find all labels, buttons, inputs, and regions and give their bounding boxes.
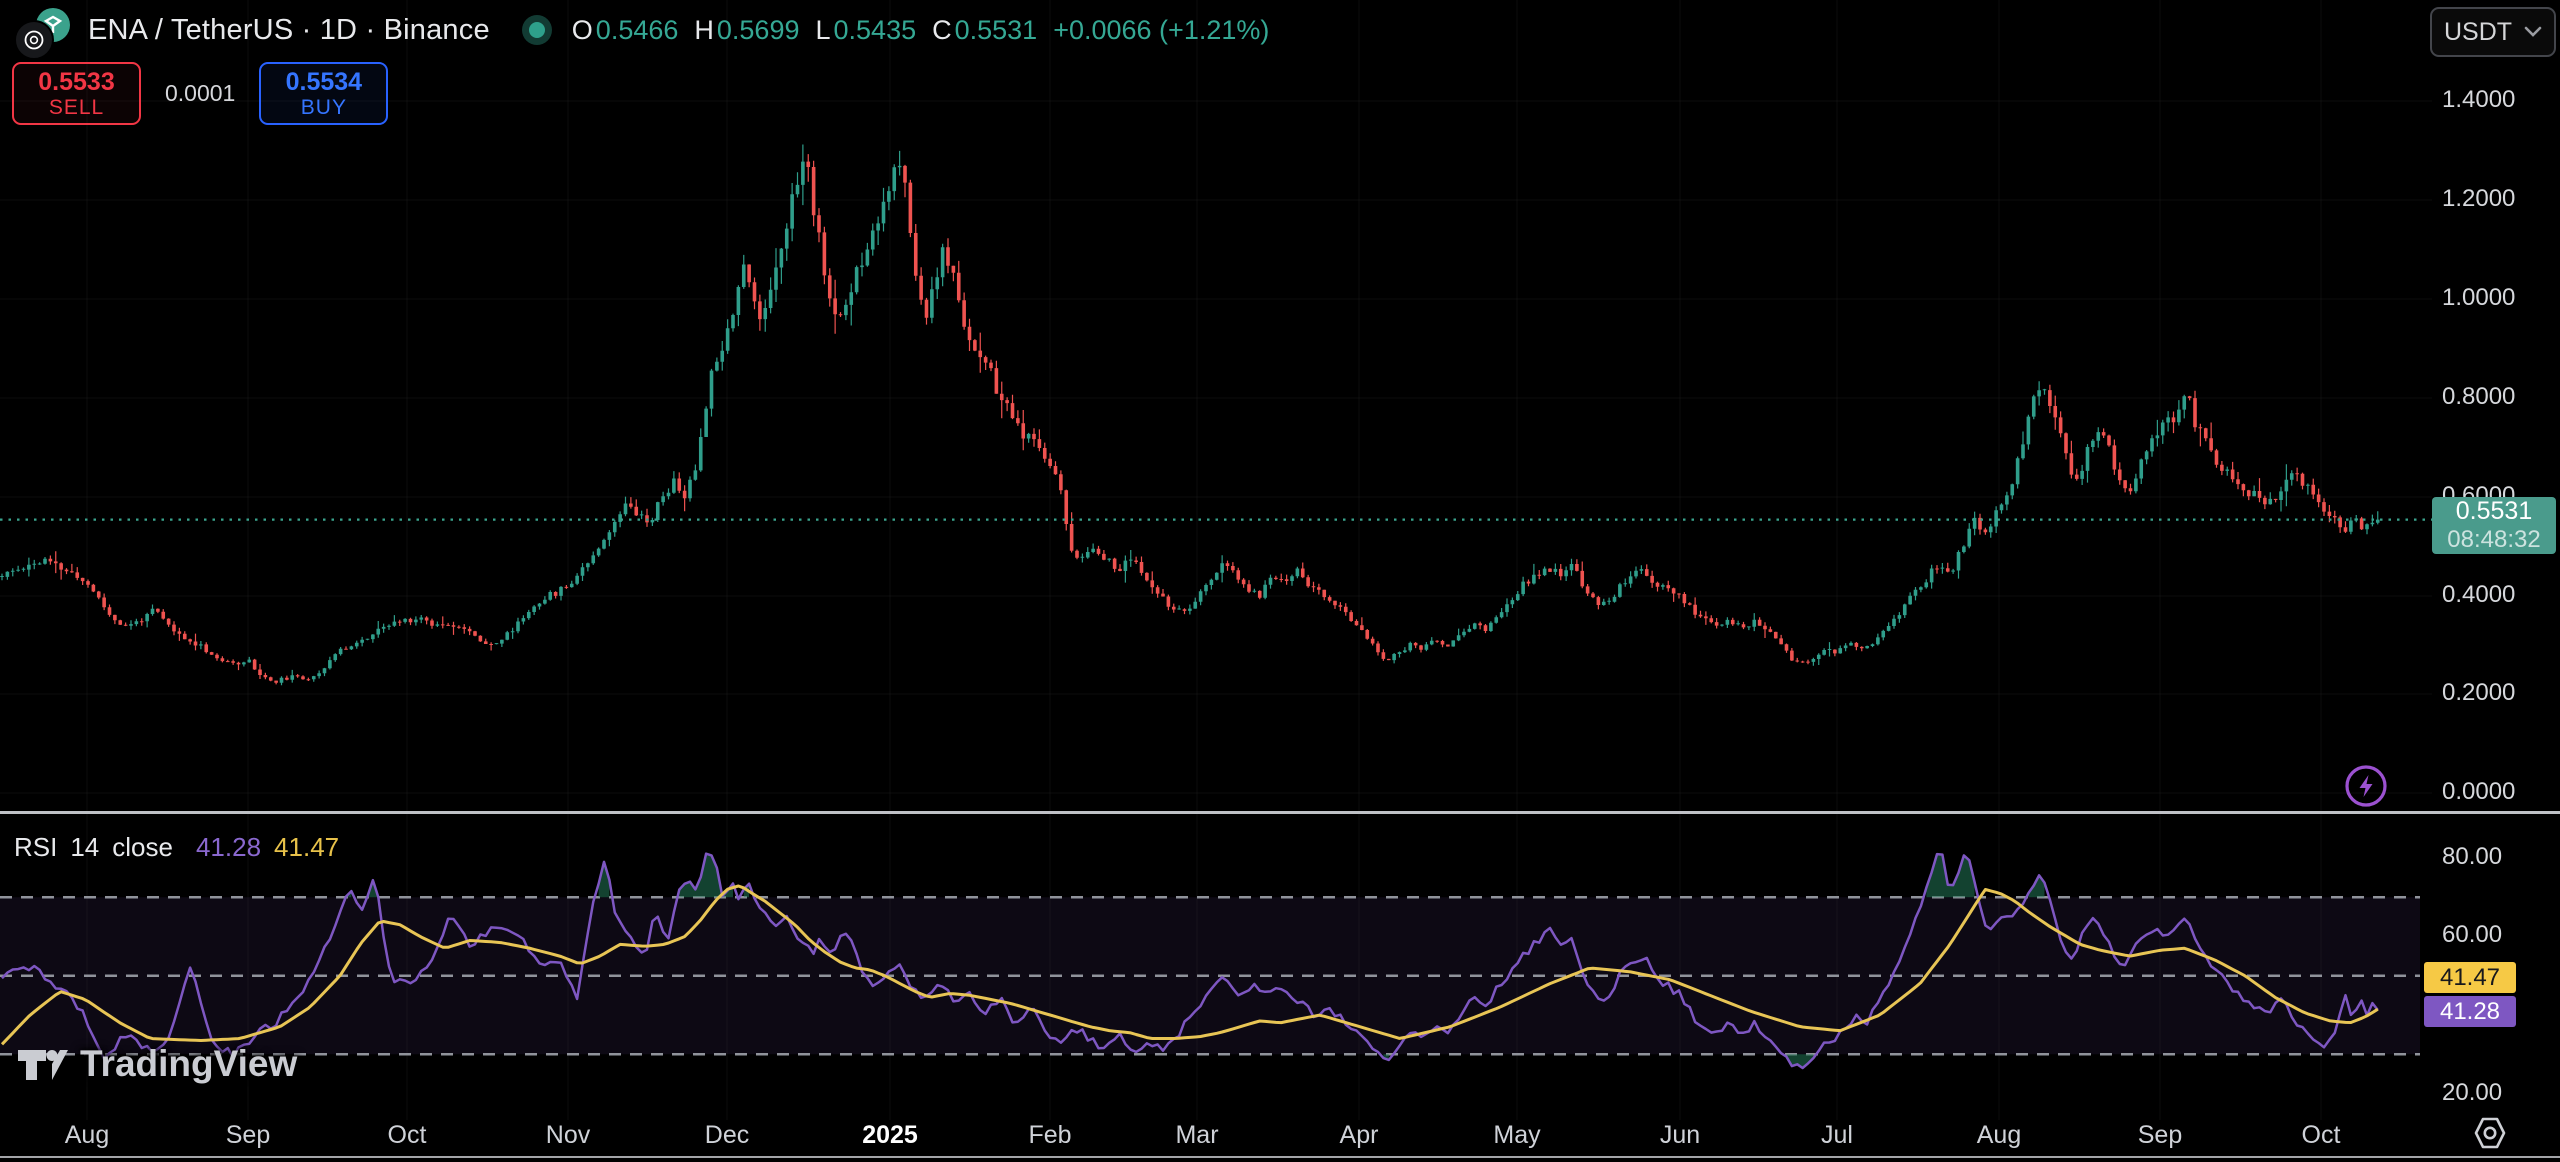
rsi-axis-label: 60.00 (2442, 921, 2503, 948)
high-label: H (694, 14, 714, 45)
time-axis-label: Aug (1976, 1121, 2022, 1149)
time-axis-label: Jul (1821, 1121, 1853, 1149)
sell-button[interactable]: 0.5533 SELL (12, 62, 141, 125)
current-price: 0.5531 (2455, 497, 2533, 526)
low-label: L (815, 14, 831, 45)
low-value: 0.5435 (833, 14, 917, 45)
spread-value: 0.0001 (165, 80, 236, 106)
rsi-legend[interactable]: RSI 14 close 41.28 41.47 (14, 832, 339, 863)
buy-price: 0.5534 (285, 67, 363, 96)
currency-dropdown-label: USDT (2443, 17, 2513, 46)
symbol-logo (10, 6, 74, 60)
ohlc-values: O 0.5466 H 0.5699 L 0.5435 C 0.5531 +0.0066 … (572, 15, 1270, 46)
time-axis-label: Sep (225, 1121, 271, 1149)
time-axis-label: Nov (545, 1121, 591, 1149)
currency-dropdown[interactable]: USDT (2430, 7, 2556, 57)
symbol-title[interactable]: ENA / TetherUS · 1D · Binance (88, 13, 490, 46)
high-value: 0.5699 (716, 14, 800, 45)
rsi-current-value: 41.28 (195, 832, 262, 862)
market-status-icon[interactable] (521, 15, 552, 45)
time-axis-label: Sep (2137, 1121, 2183, 1149)
quick-trade-button[interactable] (2343, 763, 2389, 809)
price-axis-label: 0.2000 (2442, 679, 2516, 706)
rsi-ma-badge-value: 41.47 (2439, 963, 2501, 991)
open-label: O (571, 14, 593, 45)
rsi-title: RSI (14, 832, 58, 862)
rsi-length: 14 (70, 832, 100, 862)
time-axis-label: May (1493, 1121, 1541, 1149)
bottom-frame-line (0, 1156, 2560, 1158)
lightning-icon (2345, 765, 2387, 807)
buy-label: BUY (300, 95, 347, 119)
rsi-ma-badge: 41.47 (2424, 962, 2516, 993)
tradingview-watermark[interactable]: TradingView (16, 1042, 297, 1086)
close-label: C (932, 14, 952, 45)
base-currency-logo-icon (14, 20, 54, 60)
time-axis-label: 2025 (862, 1121, 918, 1149)
gear-icon (2474, 1117, 2506, 1149)
rsi-axis-label: 20.00 (2442, 1079, 2503, 1106)
pane-separator[interactable] (0, 811, 2560, 814)
buy-button[interactable]: 0.5534 BUY (259, 62, 389, 125)
price-axis-label: 1.4000 (2442, 86, 2516, 113)
time-axis-label: Oct (2301, 1121, 2341, 1149)
price-axis-label: 1.0000 (2442, 284, 2516, 311)
close-value: 0.5531 (954, 14, 1038, 45)
time-axis-label: Feb (1028, 1121, 1072, 1149)
sell-price: 0.5533 (38, 67, 115, 96)
sell-label: SELL (48, 95, 105, 119)
tradingview-watermark-text: TradingView (80, 1043, 298, 1084)
time-axis-label: Jun (1659, 1121, 1701, 1149)
rsi-ma-current-value: 41.47 (274, 832, 340, 862)
chevron-down-icon (2524, 26, 2542, 37)
time-axis-label: Dec (704, 1121, 750, 1149)
price-axis-label: 1.2000 (2442, 185, 2516, 212)
change-value: +0.0066 (+1.21%) (1053, 14, 1270, 45)
price-axis-label: 0.8000 (2442, 383, 2516, 410)
time-axis-settings-button[interactable] (2470, 1114, 2510, 1152)
price-axis-label: 0.4000 (2442, 581, 2516, 608)
time-axis-label: Mar (1175, 1121, 1219, 1149)
rsi-value-badge-value: 41.28 (2439, 997, 2501, 1025)
order-panel: 0.5533 SELL 0.0001 0.5534 BUY (12, 62, 389, 125)
time-axis-label: Apr (1339, 1121, 1379, 1149)
rsi-axis-label: 80.00 (2442, 843, 2503, 870)
time-axis-label: Oct (387, 1121, 427, 1149)
bar-countdown: 08:48:32 (2447, 526, 2541, 554)
open-value: 0.5466 (595, 14, 679, 45)
rsi-value-badge: 41.28 (2424, 996, 2516, 1027)
current-price-badge: 0.5531 08:48:32 (2432, 497, 2556, 554)
rsi-source: close (112, 832, 173, 862)
tradingview-logo-icon (18, 1050, 68, 1080)
time-axis-label: Aug (64, 1121, 110, 1149)
price-axis-label: 0.0000 (2442, 778, 2516, 805)
